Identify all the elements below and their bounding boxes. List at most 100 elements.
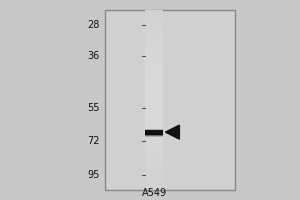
Bar <box>146 134 164 137</box>
Bar <box>146 171 164 174</box>
Bar <box>146 130 164 132</box>
Bar <box>146 112 164 114</box>
Bar <box>146 119 164 122</box>
Bar <box>146 166 164 168</box>
Bar <box>146 89 164 91</box>
Bar <box>146 180 164 183</box>
Text: 72: 72 <box>88 136 100 146</box>
Bar <box>146 20 164 23</box>
Bar <box>146 107 164 109</box>
Bar <box>146 35 164 37</box>
Bar <box>146 155 164 158</box>
Bar <box>146 19 164 21</box>
Bar <box>146 36 164 39</box>
Text: 95: 95 <box>88 170 100 180</box>
Bar <box>146 134 164 136</box>
Bar <box>146 64 164 66</box>
Bar <box>146 47 164 50</box>
Bar <box>146 133 164 136</box>
Bar <box>146 82 164 84</box>
Bar <box>146 130 164 135</box>
Bar <box>146 96 164 98</box>
Bar <box>146 65 164 68</box>
Bar <box>146 148 164 150</box>
Bar <box>146 137 164 140</box>
Bar <box>146 177 164 179</box>
Bar <box>146 136 164 138</box>
Bar <box>146 179 164 181</box>
Bar <box>146 130 164 133</box>
Bar <box>146 186 164 188</box>
Bar <box>146 144 164 147</box>
Bar <box>146 159 164 161</box>
Bar <box>146 13 164 15</box>
Bar <box>146 90 164 93</box>
Bar <box>146 87 164 89</box>
Bar <box>146 188 164 190</box>
Bar <box>146 110 164 113</box>
Bar <box>146 128 164 131</box>
Bar <box>146 173 164 176</box>
Bar <box>146 31 164 33</box>
Bar <box>146 152 164 154</box>
Bar <box>146 22 164 24</box>
Bar <box>146 175 164 177</box>
Bar <box>146 40 164 42</box>
Bar <box>146 125 164 127</box>
Bar <box>146 33 164 35</box>
Bar <box>146 94 164 96</box>
Bar <box>146 17 164 19</box>
Bar <box>146 101 164 104</box>
Bar <box>146 164 164 167</box>
Bar <box>146 141 164 143</box>
Bar <box>146 108 164 111</box>
Bar <box>146 69 164 71</box>
Bar <box>146 26 164 28</box>
Bar <box>146 46 164 48</box>
Bar <box>146 162 164 165</box>
Bar <box>146 132 164 135</box>
Bar <box>146 116 164 118</box>
Bar <box>146 38 164 41</box>
Text: A549: A549 <box>142 188 167 198</box>
Polygon shape <box>165 125 179 139</box>
Bar <box>146 71 164 73</box>
Bar <box>146 157 164 159</box>
Bar <box>105 10 235 190</box>
Bar <box>146 24 164 26</box>
Bar <box>146 117 164 120</box>
Bar <box>146 182 164 185</box>
Bar <box>146 15 164 17</box>
Bar <box>146 143 164 145</box>
Bar <box>146 150 164 152</box>
Bar <box>146 60 164 62</box>
Bar <box>146 98 164 100</box>
Bar <box>146 9 164 12</box>
Bar <box>146 161 164 163</box>
Bar <box>146 170 164 172</box>
Bar <box>146 62 164 64</box>
Bar <box>146 49 164 51</box>
Bar <box>146 132 164 135</box>
Bar <box>146 114 164 116</box>
Bar <box>146 139 164 141</box>
Bar <box>146 132 164 134</box>
Bar <box>146 29 164 32</box>
Bar <box>146 131 164 134</box>
Bar <box>146 103 164 105</box>
Bar <box>146 80 164 82</box>
Bar <box>146 168 164 170</box>
Bar <box>146 11 164 14</box>
Bar <box>146 42 164 44</box>
Bar <box>146 123 164 125</box>
Bar <box>146 146 164 149</box>
Bar <box>146 92 164 95</box>
Bar <box>146 78 164 80</box>
Bar <box>146 184 164 186</box>
Bar <box>146 99 164 102</box>
Bar <box>146 105 164 107</box>
Bar <box>146 58 164 60</box>
Text: 55: 55 <box>88 103 100 113</box>
Bar <box>146 129 164 132</box>
Bar <box>146 85 164 87</box>
